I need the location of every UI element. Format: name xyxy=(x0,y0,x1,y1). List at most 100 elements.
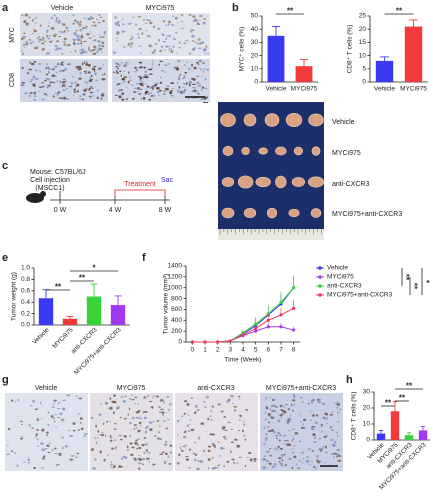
cell xyxy=(277,445,280,449)
cell xyxy=(175,31,178,34)
cell xyxy=(74,81,77,84)
cell xyxy=(147,68,149,70)
cell xyxy=(77,429,80,431)
cell xyxy=(203,406,207,408)
cell xyxy=(337,459,342,463)
cell xyxy=(146,395,150,397)
cell xyxy=(130,35,133,37)
cell xyxy=(287,440,289,442)
cell xyxy=(298,413,301,415)
point xyxy=(292,328,296,332)
cell xyxy=(88,88,91,92)
schematic: Mouse: C57BL/6J 0 W 4 W 8 W Cell injecti… xyxy=(26,169,174,214)
cell xyxy=(129,46,133,48)
significance: ** xyxy=(401,274,410,281)
y-tick-label: 50 xyxy=(251,13,259,20)
cell xyxy=(142,84,144,87)
y-tick-label: 25 xyxy=(359,13,367,20)
cell xyxy=(202,18,207,20)
cell xyxy=(131,399,135,401)
panel-label: b xyxy=(232,2,239,14)
cell xyxy=(239,414,242,417)
cell xyxy=(133,424,137,426)
cell xyxy=(184,89,186,92)
cell xyxy=(47,29,49,31)
cell xyxy=(128,71,130,74)
cell xyxy=(103,32,106,35)
x-tick-label: Vehicle xyxy=(31,326,51,346)
cell xyxy=(41,428,45,432)
cell xyxy=(40,40,43,42)
cell xyxy=(204,77,207,81)
cell xyxy=(36,438,39,441)
cell xyxy=(83,40,87,43)
cell xyxy=(144,443,147,446)
cell xyxy=(33,95,37,97)
cell xyxy=(185,456,189,458)
cell xyxy=(179,73,181,76)
cell xyxy=(194,41,198,43)
cell xyxy=(279,404,283,407)
cell xyxy=(324,451,328,454)
cell xyxy=(217,403,221,406)
cell xyxy=(152,463,155,466)
cell xyxy=(315,455,320,457)
cell xyxy=(166,396,170,398)
cell xyxy=(171,24,174,27)
cell xyxy=(36,418,39,422)
cell xyxy=(149,92,153,94)
cell xyxy=(147,35,151,38)
cell xyxy=(85,61,88,63)
cell xyxy=(280,457,283,460)
cell xyxy=(145,88,148,90)
cell xyxy=(95,19,99,21)
cell xyxy=(152,395,156,397)
cell xyxy=(162,40,167,43)
cell xyxy=(72,23,75,25)
cell xyxy=(21,14,24,16)
significance: * xyxy=(421,280,430,284)
cell xyxy=(192,15,196,18)
cell xyxy=(138,462,142,465)
cell xyxy=(158,89,162,92)
cell xyxy=(202,449,206,453)
legend-marker xyxy=(318,293,322,297)
cell xyxy=(83,60,86,63)
cell xyxy=(299,415,302,417)
cell xyxy=(51,406,55,408)
treatment-bracket xyxy=(114,189,166,196)
cell xyxy=(184,400,188,403)
cell xyxy=(142,18,146,21)
cell xyxy=(45,53,48,55)
tumor xyxy=(275,175,287,189)
cell xyxy=(53,400,56,403)
cell xyxy=(197,42,199,45)
cell xyxy=(56,19,61,21)
cell xyxy=(313,441,317,443)
cell xyxy=(288,430,291,432)
cell xyxy=(124,31,126,33)
cell xyxy=(24,92,28,95)
cell xyxy=(114,16,117,19)
cell xyxy=(299,440,301,443)
cell xyxy=(137,36,141,39)
cell xyxy=(76,394,78,398)
cell xyxy=(133,87,138,90)
cell xyxy=(82,27,86,29)
cell xyxy=(92,21,96,24)
cell xyxy=(41,466,44,469)
cell xyxy=(284,440,287,442)
cell xyxy=(7,444,9,447)
cell xyxy=(249,458,253,462)
cell xyxy=(146,18,149,21)
cell xyxy=(33,29,36,31)
cell xyxy=(310,411,313,413)
cell xyxy=(89,15,93,19)
cell xyxy=(138,61,142,64)
y-tick-label: 0.2 xyxy=(21,310,30,317)
cell xyxy=(339,408,342,411)
cell xyxy=(241,429,244,433)
y-tick-label: 0 xyxy=(366,437,370,444)
cell xyxy=(291,447,294,450)
cell xyxy=(102,19,105,23)
